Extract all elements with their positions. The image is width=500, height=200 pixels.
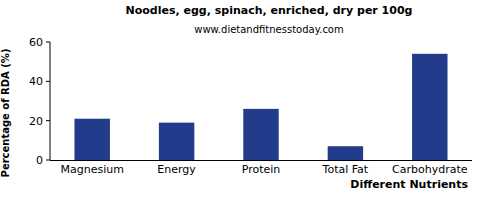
x-axis-label: Different Nutrients bbox=[350, 178, 468, 191]
y-tick-label: 0 bbox=[36, 154, 43, 167]
bar bbox=[159, 123, 194, 160]
y-tick bbox=[46, 81, 50, 82]
title: Noodles, egg, spinach, enriched, dry per… bbox=[126, 4, 413, 17]
y-tick bbox=[46, 160, 50, 161]
bar bbox=[412, 54, 447, 160]
chart-container: Noodles, egg, spinach, enriched, dry per… bbox=[0, 0, 500, 200]
y-tick bbox=[46, 120, 50, 121]
x-tick-label: Magnesium bbox=[60, 163, 123, 176]
y-tick-label: 40 bbox=[29, 75, 43, 88]
x-tick-label: Energy bbox=[157, 163, 196, 176]
y-tick bbox=[46, 42, 50, 43]
y-axis-label: Percentage of RDA (%) bbox=[0, 49, 11, 178]
bar bbox=[243, 109, 278, 160]
y-tick-label: 20 bbox=[29, 115, 43, 128]
bar bbox=[328, 146, 363, 160]
bar bbox=[74, 119, 109, 160]
y-tick-label: 60 bbox=[29, 36, 43, 49]
y-axis bbox=[50, 42, 51, 160]
subtitle: www.dietandfitnesstoday.com bbox=[194, 24, 343, 35]
x-tick-label: Total Fat bbox=[322, 163, 369, 176]
x-tick-label: Carbohydrate bbox=[392, 163, 468, 176]
chart: Noodles, egg, spinach, enriched, dry per… bbox=[0, 0, 500, 200]
x-tick-label: Protein bbox=[242, 163, 281, 176]
bars bbox=[74, 54, 447, 160]
background bbox=[0, 0, 500, 200]
x-axis bbox=[50, 160, 472, 161]
